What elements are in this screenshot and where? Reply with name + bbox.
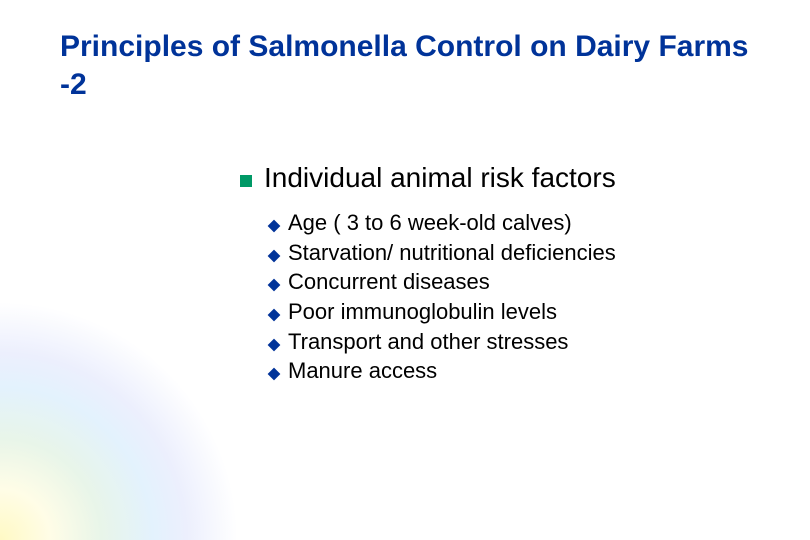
list-item-text: Manure access <box>288 356 437 386</box>
list-item: Poor immunoglobulin levels <box>268 297 760 327</box>
item-list: Age ( 3 to 6 week-old calves) Starvation… <box>268 208 760 386</box>
diamond-bullet-icon <box>268 368 280 380</box>
list-item-text: Concurrent diseases <box>288 267 490 297</box>
slide: Principles of Salmonella Control on Dair… <box>0 0 810 540</box>
diamond-bullet-icon <box>268 279 280 291</box>
content-section: Individual animal risk factors Age ( 3 t… <box>240 162 760 386</box>
diamond-bullet-icon <box>268 220 280 232</box>
list-item-text: Poor immunoglobulin levels <box>288 297 557 327</box>
diamond-bullet-icon <box>268 339 280 351</box>
section-heading: Individual animal risk factors <box>264 162 616 194</box>
slide-title: Principles of Salmonella Control on Dair… <box>60 28 760 103</box>
diamond-bullet-icon <box>268 309 280 321</box>
list-item-text: Transport and other stresses <box>288 327 568 357</box>
diamond-bullet-icon <box>268 250 280 262</box>
list-item-text: Age ( 3 to 6 week-old calves) <box>288 208 572 238</box>
list-item: Transport and other stresses <box>268 327 760 357</box>
section-heading-row: Individual animal risk factors <box>240 162 760 194</box>
corner-gradient <box>0 300 240 540</box>
square-bullet-icon <box>240 175 252 187</box>
list-item: Starvation/ nutritional deficiencies <box>268 238 760 268</box>
list-item: Age ( 3 to 6 week-old calves) <box>268 208 760 238</box>
list-item: Concurrent diseases <box>268 267 760 297</box>
list-item: Manure access <box>268 356 760 386</box>
list-item-text: Starvation/ nutritional deficiencies <box>288 238 616 268</box>
